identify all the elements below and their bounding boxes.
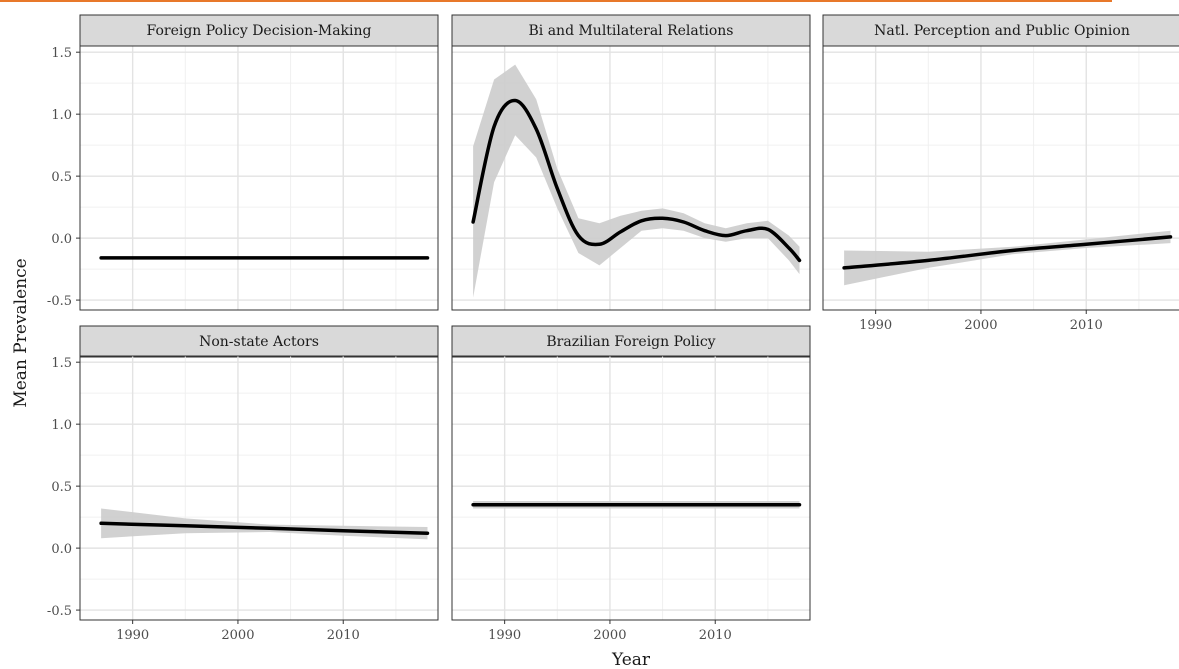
panel-title: Foreign Policy Decision-Making [147, 23, 372, 39]
x-tick-label: 2000 [221, 628, 254, 643]
series-line [471, 98, 802, 263]
x-tick-label: 2000 [593, 628, 626, 643]
x-tick-label: 2010 [699, 628, 732, 643]
y-tick-label: 0.0 [51, 542, 72, 557]
panel-5: Brazilian Foreign Policy 1990 2000 2010 [451, 325, 811, 643]
y-axis-title: Mean Prevalence [11, 258, 31, 407]
panel-border [822, 45, 1179, 311]
x-tick-label: 2010 [1070, 318, 1103, 333]
confidence-band [844, 230, 1171, 286]
panel-border [451, 355, 811, 621]
y-tick-label: -0.5 [47, 604, 72, 619]
panel-3: Natl. Perception and Public Opinion 1990 2… [822, 14, 1179, 333]
x-tick-label: 2010 [327, 628, 360, 643]
y-tick-label: 1.5 [51, 46, 72, 61]
confidence-band [473, 64, 800, 298]
panel-1: Foreign Policy Decision-Making -0.5 0.0 0.5… [47, 14, 439, 311]
y-tick-label: 0.5 [51, 480, 72, 495]
panel-strip [451, 325, 811, 358]
y-tick-label: 0.0 [51, 232, 72, 247]
x-tick-label: 1990 [859, 318, 892, 333]
series-line [99, 521, 430, 535]
panel-title: Natl. Perception and Public Opinion [874, 23, 1130, 39]
y-tick-label: 1.0 [51, 108, 72, 123]
x-tick-label: 2000 [964, 318, 997, 333]
panel-2: Bi and Multilateral Relations [451, 14, 811, 311]
x-tick-label: 1990 [116, 628, 149, 643]
y-tick-label: 1.5 [51, 356, 72, 371]
panel-strip [79, 325, 439, 358]
panel-border [79, 355, 439, 621]
panel-strip [822, 14, 1179, 47]
top-accent-bar [0, 0, 1112, 2]
y-tick-label: -0.5 [47, 294, 72, 309]
series-line [842, 235, 1173, 270]
panel-title: Non-state Actors [199, 334, 319, 350]
panel-title: Bi and Multilateral Relations [528, 23, 733, 39]
x-tick-label: 1990 [488, 628, 521, 643]
y-tick-label: 1.0 [51, 418, 72, 433]
panel-border [451, 45, 811, 311]
panel-border [79, 45, 439, 311]
y-tick-label: 0.5 [51, 170, 72, 185]
panel-4: Non-state Actors -0.5 0.0 0.5 1.0 1.5 1990 2000… [47, 325, 439, 643]
panel-title: Brazilian Foreign Policy [546, 334, 715, 350]
x-axis-title: Year [611, 650, 651, 669]
panel-strip [451, 14, 811, 47]
